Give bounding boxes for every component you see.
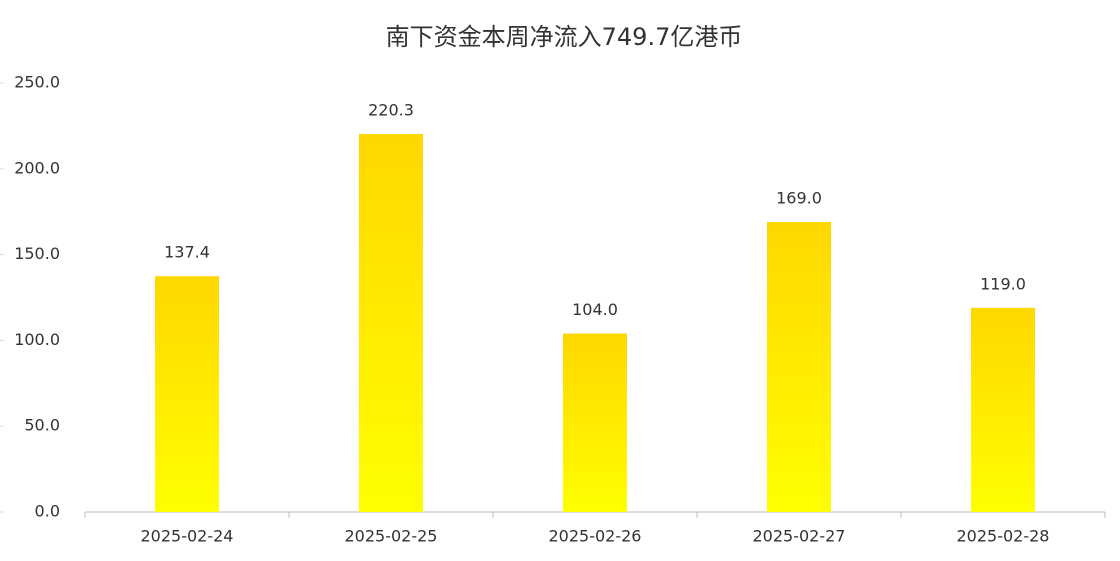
y-tick-label: 100.0 [14,330,60,349]
y-tick-label: 150.0 [14,244,60,263]
chart-title: 南下资金本周净流入749.7亿港币 [386,23,743,51]
x-tick-label: 2025-02-24 [141,527,234,546]
bar [767,221,831,512]
x-tick-label: 2025-02-27 [753,527,846,546]
bar [971,307,1035,512]
bar [563,333,627,512]
value-label: 137.4 [164,243,210,262]
x-tick-label: 2025-02-25 [345,527,438,546]
y-tick-label: 0.0 [35,502,60,521]
y-tick-label: 50.0 [24,416,60,435]
x-tick-label: 2025-02-28 [957,527,1050,546]
bar [359,133,423,512]
value-label: 169.0 [776,188,822,207]
value-label: 119.0 [980,274,1026,293]
bar [155,276,219,512]
x-tick-label: 2025-02-26 [549,527,642,546]
value-label: 104.0 [572,300,618,319]
y-tick-label: 250.0 [14,73,60,92]
y-tick-label: 200.0 [14,158,60,177]
value-label: 220.3 [368,100,414,119]
